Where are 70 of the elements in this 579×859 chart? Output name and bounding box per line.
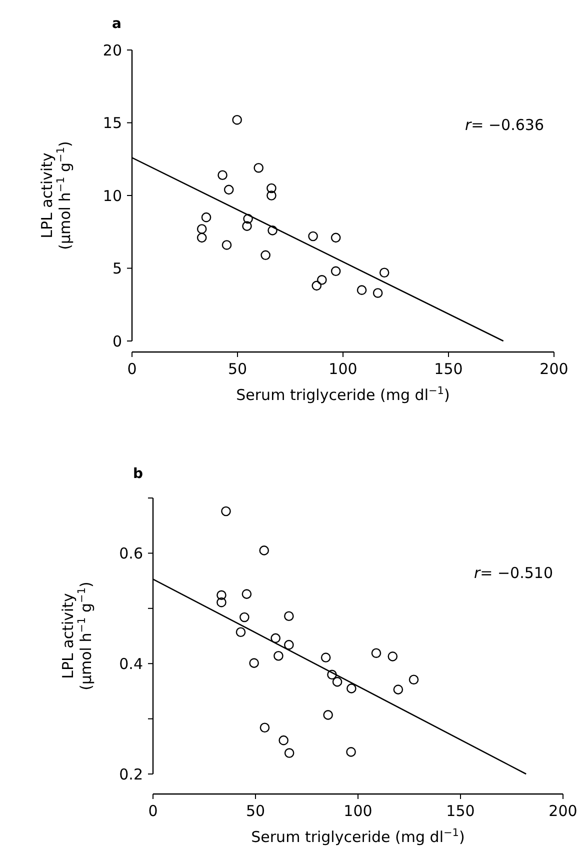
point xyxy=(317,274,327,285)
point xyxy=(284,748,294,758)
y-tick-label: 20 xyxy=(102,41,122,60)
chart-title: b xyxy=(133,466,144,482)
point xyxy=(320,652,331,662)
point xyxy=(259,546,270,556)
x-tick-label: 200 xyxy=(548,802,578,820)
y-tick-label: 0.2 xyxy=(119,765,143,784)
point xyxy=(371,648,382,658)
point xyxy=(372,288,383,298)
point xyxy=(266,190,276,200)
point xyxy=(284,640,294,650)
point xyxy=(379,268,390,278)
point xyxy=(408,674,419,685)
point xyxy=(254,162,264,173)
point xyxy=(216,597,226,608)
chart-title: a xyxy=(112,16,122,32)
point xyxy=(236,627,246,638)
point xyxy=(346,684,356,694)
x-tick-label: 0 xyxy=(148,802,158,820)
point xyxy=(330,266,341,276)
point xyxy=(221,506,231,516)
point xyxy=(323,710,333,720)
point xyxy=(266,183,276,194)
point xyxy=(268,226,278,236)
point xyxy=(260,250,270,260)
point xyxy=(243,214,253,224)
point xyxy=(242,589,252,599)
point xyxy=(284,611,294,622)
point xyxy=(278,735,288,746)
x-tick-label: 150 xyxy=(446,802,475,820)
point xyxy=(222,240,232,250)
annotation: r= −0.510 xyxy=(474,564,553,582)
x-tick-label: 100 xyxy=(344,802,372,820)
point xyxy=(393,684,404,694)
y-tick-label: 15 xyxy=(102,114,122,132)
point xyxy=(308,231,318,242)
point xyxy=(260,722,270,733)
point xyxy=(201,212,212,222)
y-tick-label: 5 xyxy=(112,260,122,278)
point xyxy=(356,285,367,295)
x-axis-title: Serum triglyceride (mg dl$^{−1}$) xyxy=(251,827,465,846)
point xyxy=(388,652,398,662)
point xyxy=(196,224,207,234)
x-tick-label: 150 xyxy=(434,360,463,378)
x-tick-label: 100 xyxy=(328,360,358,378)
point xyxy=(242,221,252,231)
point xyxy=(346,747,356,757)
y-tick-label: 10 xyxy=(102,186,122,205)
annotation: r= −0.636 xyxy=(464,116,544,134)
point xyxy=(312,280,322,291)
y-tick-label: 0.6 xyxy=(119,544,143,562)
point xyxy=(249,658,259,668)
y-tick-label: 0.4 xyxy=(119,654,143,673)
x-axis-title: Serum triglyceride (mg dl$^{−1}$) xyxy=(236,385,450,404)
y-tick-label: 0 xyxy=(112,332,122,350)
point xyxy=(224,184,234,195)
point xyxy=(216,590,226,600)
point xyxy=(274,650,284,661)
point xyxy=(330,232,341,243)
point xyxy=(232,114,242,125)
point xyxy=(327,670,337,680)
x-tick-label: 200 xyxy=(540,360,568,378)
point xyxy=(196,232,207,243)
point xyxy=(218,170,228,180)
x-tick-label: 50 xyxy=(246,802,266,820)
point xyxy=(332,676,342,687)
point xyxy=(270,633,280,644)
point xyxy=(240,612,250,622)
x-tick-label: 50 xyxy=(228,360,248,378)
